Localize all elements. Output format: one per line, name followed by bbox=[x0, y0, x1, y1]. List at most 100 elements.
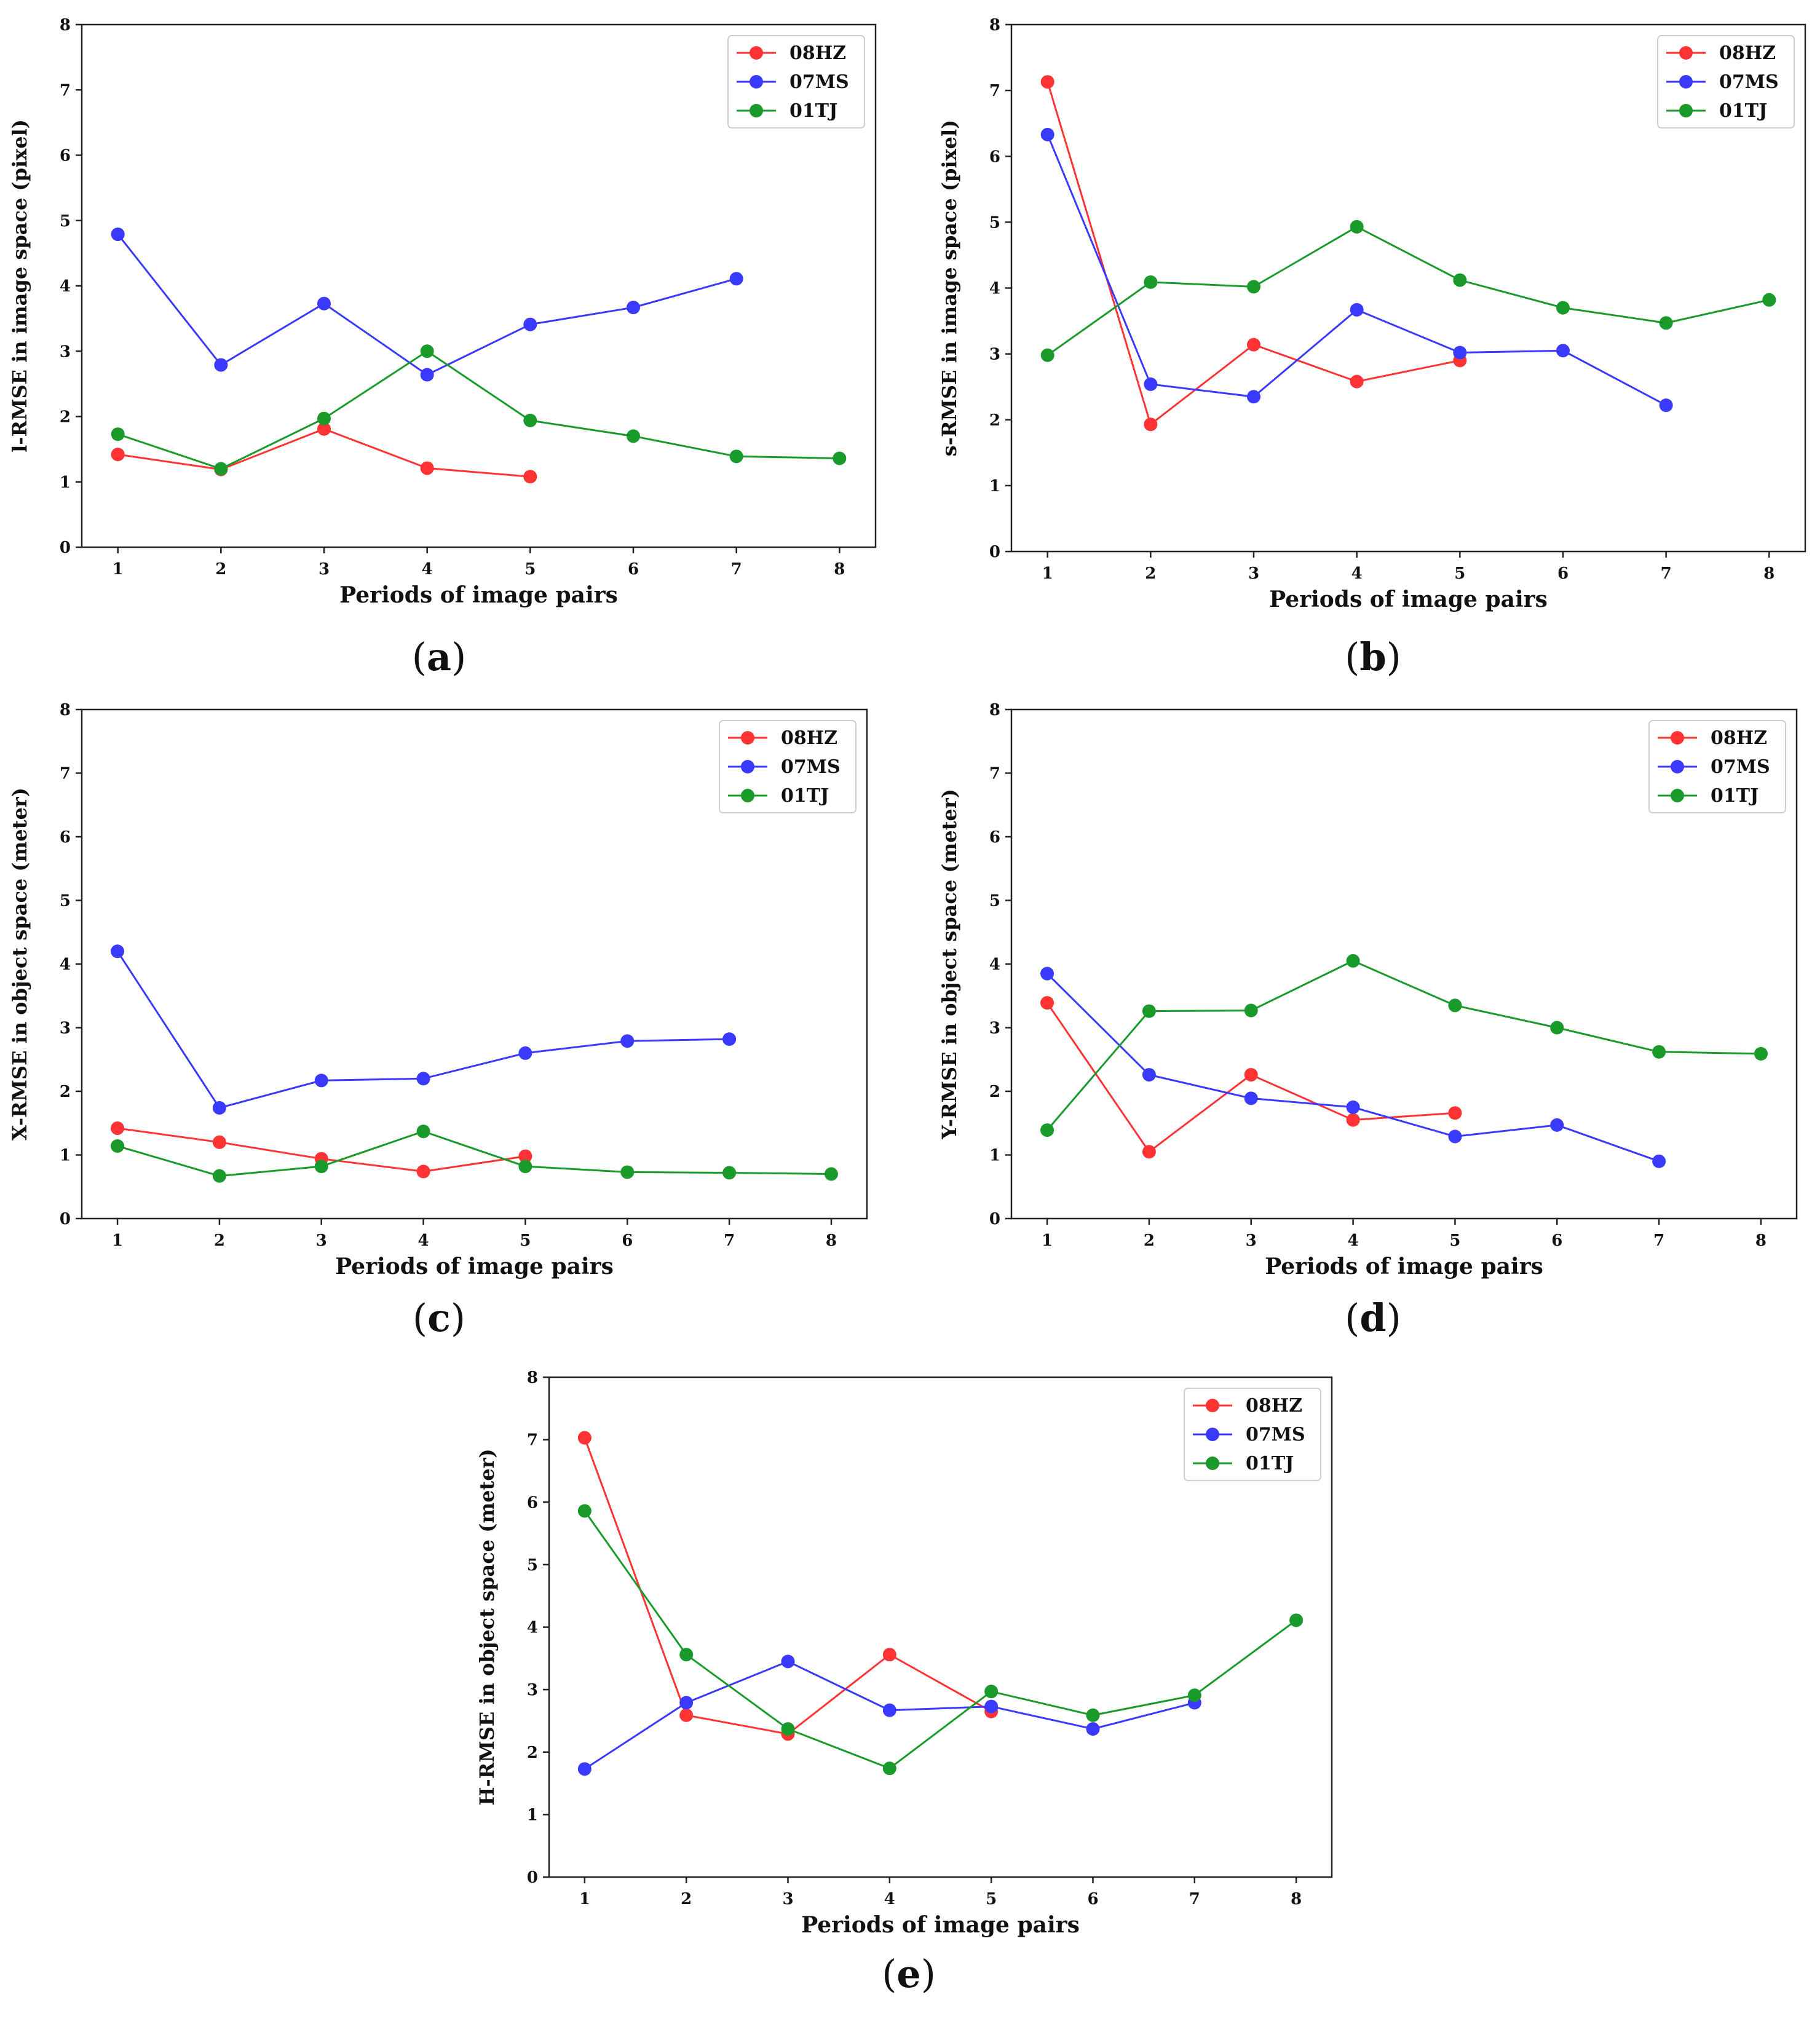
caption-close-paren: ) bbox=[921, 1951, 936, 1996]
legend: 08HZ 07MS 01TJ bbox=[719, 720, 857, 813]
series-line-01tj bbox=[1046, 226, 1770, 357]
y-tick-label: 2 bbox=[989, 411, 1000, 430]
data-point-01tj bbox=[679, 1648, 694, 1662]
legend-label-01tj: 01TJ bbox=[789, 100, 837, 122]
x-tick-label: 5 bbox=[1454, 564, 1465, 583]
legend-box bbox=[1184, 1388, 1321, 1481]
caption-close-paren: ) bbox=[1387, 1295, 1401, 1340]
y-tick-label: 4 bbox=[989, 280, 1000, 298]
x-axis-label: Periods of image pairs bbox=[1265, 1254, 1543, 1279]
legend: 08HZ 07MS 01TJ bbox=[1184, 1388, 1321, 1481]
data-point-01tj bbox=[1247, 280, 1261, 294]
data-point-07ms bbox=[1556, 344, 1570, 358]
legend-label-07ms: 07MS bbox=[1246, 1424, 1305, 1445]
legend-label-08hz: 08HZ bbox=[789, 42, 846, 64]
legend-box bbox=[727, 35, 865, 128]
y-tick-label: 6 bbox=[989, 148, 1000, 166]
data-point-07ms bbox=[317, 296, 331, 310]
legend-label-08hz: 08HZ bbox=[1719, 42, 1776, 64]
x-tick-label: 3 bbox=[782, 1890, 793, 1908]
legend-marker-01tj bbox=[741, 789, 754, 802]
data-point-07ms bbox=[1659, 398, 1673, 413]
x-tick-label: 5 bbox=[520, 1231, 531, 1250]
x-tick-label: 4 bbox=[1348, 1231, 1359, 1250]
legend-label-07ms: 07MS bbox=[781, 756, 841, 778]
caption-letter: d bbox=[1359, 1295, 1386, 1340]
data-point-08hz bbox=[518, 1149, 532, 1163]
panel-caption: (a) bbox=[412, 634, 467, 679]
data-point-07ms bbox=[111, 227, 125, 242]
y-tick-label: 4 bbox=[527, 1619, 538, 1637]
data-point-08hz bbox=[420, 461, 434, 475]
y-axis-label: Y-RMSE in object space (meter) bbox=[938, 789, 961, 1140]
x-tick-label: 3 bbox=[1248, 564, 1259, 583]
data-point-01tj bbox=[1040, 348, 1054, 362]
data-point-01tj bbox=[620, 1165, 635, 1179]
x-tick-label: 2 bbox=[1144, 1231, 1155, 1250]
y-tick-label: 7 bbox=[60, 81, 71, 100]
y-tick-label: 1 bbox=[989, 1147, 1000, 1165]
data-point-08hz bbox=[1040, 996, 1054, 1010]
y-tick-label: 2 bbox=[60, 408, 71, 427]
series-line-07ms bbox=[1046, 134, 1667, 406]
data-point-07ms bbox=[1652, 1154, 1666, 1168]
data-point-07ms bbox=[1346, 1100, 1360, 1114]
data-point-01tj bbox=[317, 411, 331, 425]
data-point-07ms bbox=[1453, 346, 1467, 360]
x-tick-label: 8 bbox=[826, 1231, 837, 1250]
legend-label-07ms: 07MS bbox=[1719, 71, 1779, 93]
data-point-08hz bbox=[1350, 374, 1364, 389]
data-point-01tj bbox=[1453, 273, 1467, 287]
x-tick-label: 7 bbox=[724, 1231, 735, 1250]
series-line-08hz bbox=[1046, 81, 1460, 426]
caption-letter: c bbox=[427, 1295, 451, 1340]
y-tick-label: 8 bbox=[60, 701, 71, 719]
data-point-08hz bbox=[1346, 1113, 1360, 1127]
data-point-01tj bbox=[1550, 1021, 1564, 1035]
x-tick-label: 7 bbox=[1661, 564, 1672, 583]
caption-open-paren: ( bbox=[1345, 634, 1359, 679]
x-tick-label: 1 bbox=[1042, 564, 1053, 583]
y-tick-label: 5 bbox=[527, 1556, 538, 1575]
series-line-01tj bbox=[584, 1510, 1297, 1769]
panel-caption: (c) bbox=[413, 1295, 465, 1340]
data-point-07ms bbox=[1142, 1068, 1156, 1082]
legend-label-01tj: 01TJ bbox=[1246, 1453, 1294, 1474]
data-point-07ms bbox=[212, 1101, 226, 1115]
y-tick-label: 2 bbox=[527, 1744, 538, 1762]
y-tick-label: 4 bbox=[60, 277, 71, 296]
x-tick-label: 4 bbox=[1351, 564, 1363, 583]
data-point-08hz bbox=[111, 1121, 125, 1136]
legend-label-01tj: 01TJ bbox=[781, 785, 829, 807]
legend-marker-08hz bbox=[1679, 46, 1693, 60]
y-tick-label: 2 bbox=[989, 1083, 1000, 1101]
y-tick-label: 6 bbox=[60, 147, 71, 165]
legend-box bbox=[1657, 35, 1795, 128]
legend: 08HZ 07MS 01TJ bbox=[1657, 35, 1795, 128]
panel-caption: (b) bbox=[1345, 634, 1401, 679]
caption-letter: e bbox=[896, 1951, 920, 1996]
legend-marker-01tj bbox=[750, 104, 763, 117]
y-tick-label: 3 bbox=[989, 346, 1000, 364]
caption-letter: a bbox=[427, 634, 451, 679]
chart-panel-c: 0 1 2 3 4 5 6 7 8 1 2 3 4 5 6 7 8 Periods of image pairs X… bbox=[8, 701, 868, 1340]
data-point-01tj bbox=[1350, 219, 1364, 234]
legend-marker-08hz bbox=[741, 731, 754, 745]
data-point-01tj bbox=[1086, 1708, 1100, 1722]
data-point-01tj bbox=[518, 1160, 532, 1174]
y-axis-label: X-RMSE in object space (meter) bbox=[8, 788, 31, 1140]
x-tick-label: 5 bbox=[1449, 1231, 1460, 1250]
x-tick-label: 1 bbox=[579, 1890, 590, 1908]
data-point-07ms bbox=[1448, 1129, 1462, 1144]
x-tick-label: 3 bbox=[316, 1231, 327, 1250]
chart-panel-b: 0 1 2 3 4 5 6 7 8 1 2 3 4 5 6 7 8 Periods of image pairs s… bbox=[938, 16, 1806, 679]
y-tick-label: 0 bbox=[989, 1210, 1000, 1228]
data-point-01tj bbox=[1754, 1046, 1768, 1061]
y-tick-label: 0 bbox=[60, 539, 71, 557]
data-point-08hz bbox=[416, 1164, 430, 1179]
series-line-01tj bbox=[1046, 960, 1762, 1131]
panel-caption: (d) bbox=[1345, 1295, 1401, 1340]
data-point-08hz bbox=[1144, 417, 1158, 432]
x-tick-label: 6 bbox=[622, 1231, 633, 1250]
